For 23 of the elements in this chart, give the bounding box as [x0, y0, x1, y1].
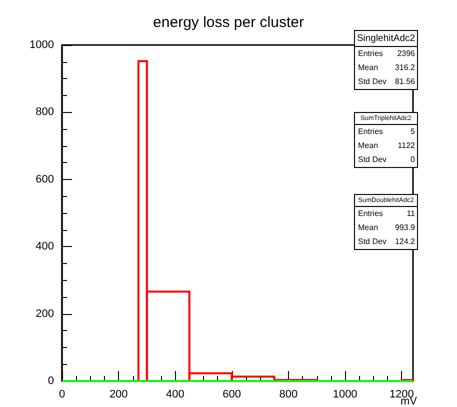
x-tick-label: 0	[58, 388, 66, 400]
text: Entries 11	[358, 209, 415, 218]
text: Entries 2396	[358, 49, 415, 58]
text: Std Dev 0	[358, 155, 415, 164]
text: Mean 316.2	[358, 63, 415, 72]
y-tick-label: 0	[48, 375, 54, 387]
y-tick-label: 200	[36, 308, 54, 320]
x-tick-label: 200	[109, 388, 128, 400]
text: SinglehitAdc2	[355, 31, 417, 47]
y-tick-label: 600	[36, 173, 54, 186]
chart-title: energy loss per cluster	[153, 14, 304, 31]
annotation: Std Dev 124.2	[358, 237, 415, 246]
x-tick-label: 400	[166, 388, 184, 400]
text: Mean 993.9	[358, 223, 415, 232]
x-tick-label: 1000	[332, 388, 358, 400]
annotation: Std Dev 81.56	[358, 77, 415, 86]
text: Mean 1122	[358, 141, 415, 150]
y-tick-label: 1000	[30, 39, 54, 51]
y-tick-label: 400	[36, 240, 54, 253]
x-tick-label: 800	[279, 388, 298, 400]
y-tick-label: 800	[36, 106, 54, 118]
x-tick-label: 600	[222, 388, 242, 400]
text: Entries 5	[358, 127, 415, 136]
